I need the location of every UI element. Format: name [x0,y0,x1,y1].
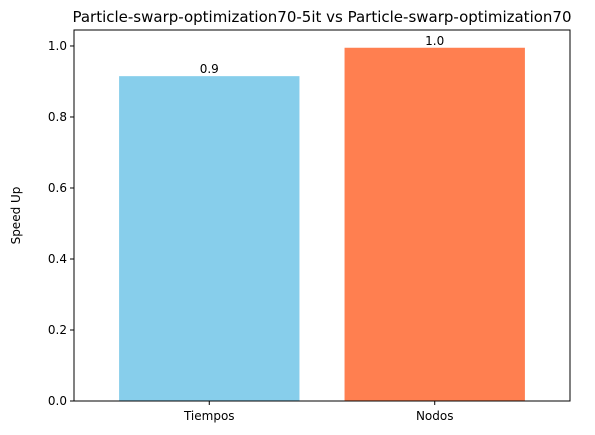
bars-group: 0.9 1.0 [119,34,525,401]
bar-nodos [345,48,525,401]
y-tick-label: 0.0 [48,394,67,408]
y-tick-label: 1.0 [48,39,67,53]
x-axis-ticks: Tiempos Nodos [183,401,454,423]
y-tick-label: 0.4 [48,252,67,266]
y-axis-ticks: 0.0 0.2 0.4 0.6 0.8 1.0 [48,39,74,408]
y-tick-label: 0.2 [48,323,67,337]
bar-value-label: 0.9 [200,62,219,76]
bar-value-label: 1.0 [425,34,444,48]
y-tick-label: 0.6 [48,181,67,195]
y-axis-label: Speed Up [9,187,23,245]
x-tick-label: Tiempos [183,409,235,423]
bar-tiempos [119,76,299,401]
x-tick-label: Nodos [416,409,454,423]
y-tick-label: 0.8 [48,110,67,124]
chart-title: Particle-swarp-optimization70-5it vs Par… [72,8,571,26]
